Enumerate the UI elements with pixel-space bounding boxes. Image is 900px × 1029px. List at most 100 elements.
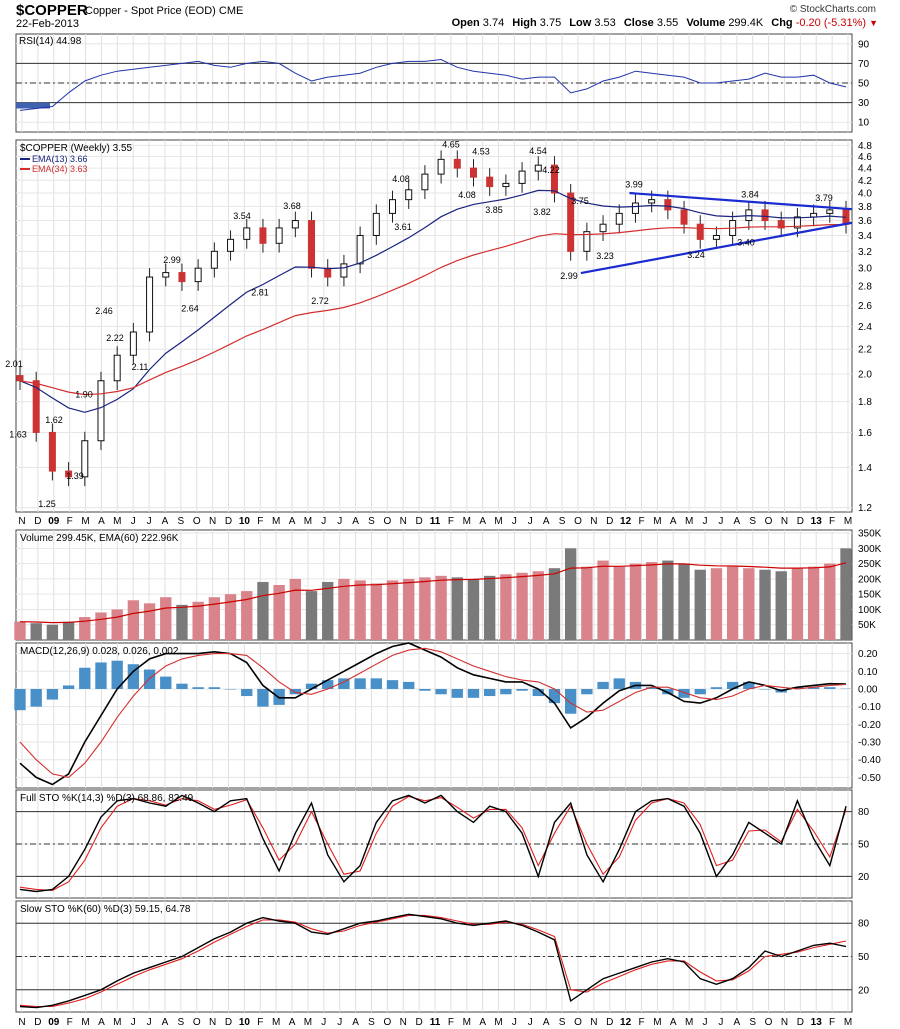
rsi-tick-label: 30 xyxy=(858,98,870,109)
pivot-label: 3.24 xyxy=(687,250,705,260)
candle-body xyxy=(680,209,688,225)
exchange-text: CME xyxy=(218,5,244,17)
x-tick-label: F xyxy=(638,516,644,527)
macd-histogram-bar xyxy=(548,688,561,704)
chg-value: -0.20 (-5.31%) xyxy=(795,17,867,29)
x-tick-label: N xyxy=(590,516,597,527)
volume-bar xyxy=(419,577,431,640)
candle-body xyxy=(437,158,445,175)
volume-bar xyxy=(111,609,123,640)
volume-bar xyxy=(500,574,512,640)
x-tick-label: D xyxy=(606,1017,613,1028)
pivot-label: 2.99 xyxy=(163,255,181,265)
candle-body xyxy=(648,199,656,204)
full-sto-tick-label: 80 xyxy=(858,807,870,818)
macd-histogram-bar xyxy=(176,683,188,689)
macd-histogram-bar xyxy=(791,687,804,689)
price-tick-label: 3.2 xyxy=(858,247,872,258)
price-tick-label: 2.2 xyxy=(858,345,872,356)
x-tick-label: N xyxy=(400,516,407,527)
volume-bar xyxy=(629,563,642,640)
x-tick-label: J xyxy=(528,516,533,527)
x-tick-label: A xyxy=(289,516,296,527)
pivot-label: 2.46 xyxy=(95,306,113,316)
pivot-label: 1.25 xyxy=(38,499,56,509)
pivot-label: 2.99 xyxy=(560,271,578,281)
x-tick-label: A xyxy=(162,516,169,527)
slow-sto-d-line xyxy=(19,914,847,1008)
volume-tick-label: 300K xyxy=(858,544,882,555)
macd-histogram-bar xyxy=(289,688,302,695)
price-tick-label: 2.6 xyxy=(858,301,872,312)
x-tick-label: M xyxy=(113,516,121,527)
volume-bar xyxy=(14,621,26,640)
candle-body xyxy=(518,170,526,184)
x-tick-label: D xyxy=(34,516,41,527)
pivot-label: 3.99 xyxy=(625,180,643,190)
x-tick-label: N xyxy=(781,1017,788,1028)
volume-value: 299.4K xyxy=(728,17,764,29)
pivot-label: 2.11 xyxy=(132,362,149,372)
rsi-tick-label: 10 xyxy=(858,118,870,129)
volume-bar xyxy=(807,566,820,640)
x-tick-label: J xyxy=(718,1017,723,1028)
macd-tick-label: -0.30 xyxy=(858,738,881,749)
x-tick-label: F xyxy=(67,516,73,527)
macd-tick-label: -0.20 xyxy=(858,720,881,731)
candle-body xyxy=(599,223,607,233)
open-value: 3.74 xyxy=(482,17,505,29)
x-tick-label: O xyxy=(574,516,582,527)
volume-bar xyxy=(467,578,480,640)
pivot-label: 2.01 xyxy=(5,359,23,369)
x-tick-label: 13 xyxy=(811,1017,823,1028)
x-tick-label: D xyxy=(34,1017,41,1028)
price-tick-label: 1.6 xyxy=(858,428,872,439)
price-tick-label: 4.4 xyxy=(858,164,872,175)
pivot-label: 3.79 xyxy=(815,193,833,203)
x-tick-label: 10 xyxy=(239,516,251,527)
x-tick-label: F xyxy=(448,516,454,527)
pivot-label: 4.08 xyxy=(392,174,410,184)
candle-body xyxy=(826,209,834,214)
symbol-title: $COPPER xyxy=(16,2,88,19)
candle-body xyxy=(48,431,56,472)
panel-frame-2 xyxy=(15,529,853,641)
x-tick-label: M xyxy=(653,1017,661,1028)
chart-header: $COPPER Copper - Spot Price (EOD) CME 22… xyxy=(0,0,900,34)
x-tick-label: J xyxy=(512,1017,517,1028)
x-tick-label: 09 xyxy=(48,516,60,527)
price-tick-label: 1.2 xyxy=(858,503,872,514)
high-value: 3.75 xyxy=(539,17,562,29)
macd-histogram-bar xyxy=(435,688,447,695)
volume-bar xyxy=(273,585,285,640)
ema34-line xyxy=(19,224,846,396)
macd-histogram-bar xyxy=(338,678,350,689)
x-tick-label: S xyxy=(559,516,566,527)
candle-body xyxy=(761,209,769,222)
x-tick-label: O xyxy=(193,516,201,527)
macd-histogram-bar xyxy=(143,669,156,689)
x-tick-label: J xyxy=(131,516,136,527)
volume-bar xyxy=(516,572,528,640)
pivot-label: 1.62 xyxy=(45,415,63,425)
volume-bar xyxy=(79,617,91,640)
panel-frame-3 xyxy=(15,642,853,789)
candle-body xyxy=(178,272,186,283)
volume-bar xyxy=(759,569,771,640)
x-tick-label: S xyxy=(559,1017,566,1028)
x-tick-label: O xyxy=(383,1017,391,1028)
macd-histogram-bar xyxy=(678,688,690,698)
x-tick-label: J xyxy=(703,516,708,527)
pivot-label: 3.40 xyxy=(737,237,755,247)
candle-body xyxy=(340,263,348,278)
x-tick-label: F xyxy=(829,516,835,527)
macd-histogram-bar xyxy=(500,688,512,695)
macd-histogram-bar xyxy=(305,683,318,689)
macd-tick-label: 0.00 xyxy=(858,684,878,695)
x-tick-label: D xyxy=(606,516,613,527)
candle-body xyxy=(146,276,154,333)
volume-bar xyxy=(597,560,609,640)
price-tick-label: 3.6 xyxy=(858,216,872,227)
x-tick-label: A xyxy=(479,516,486,527)
rsi-line xyxy=(19,58,847,111)
